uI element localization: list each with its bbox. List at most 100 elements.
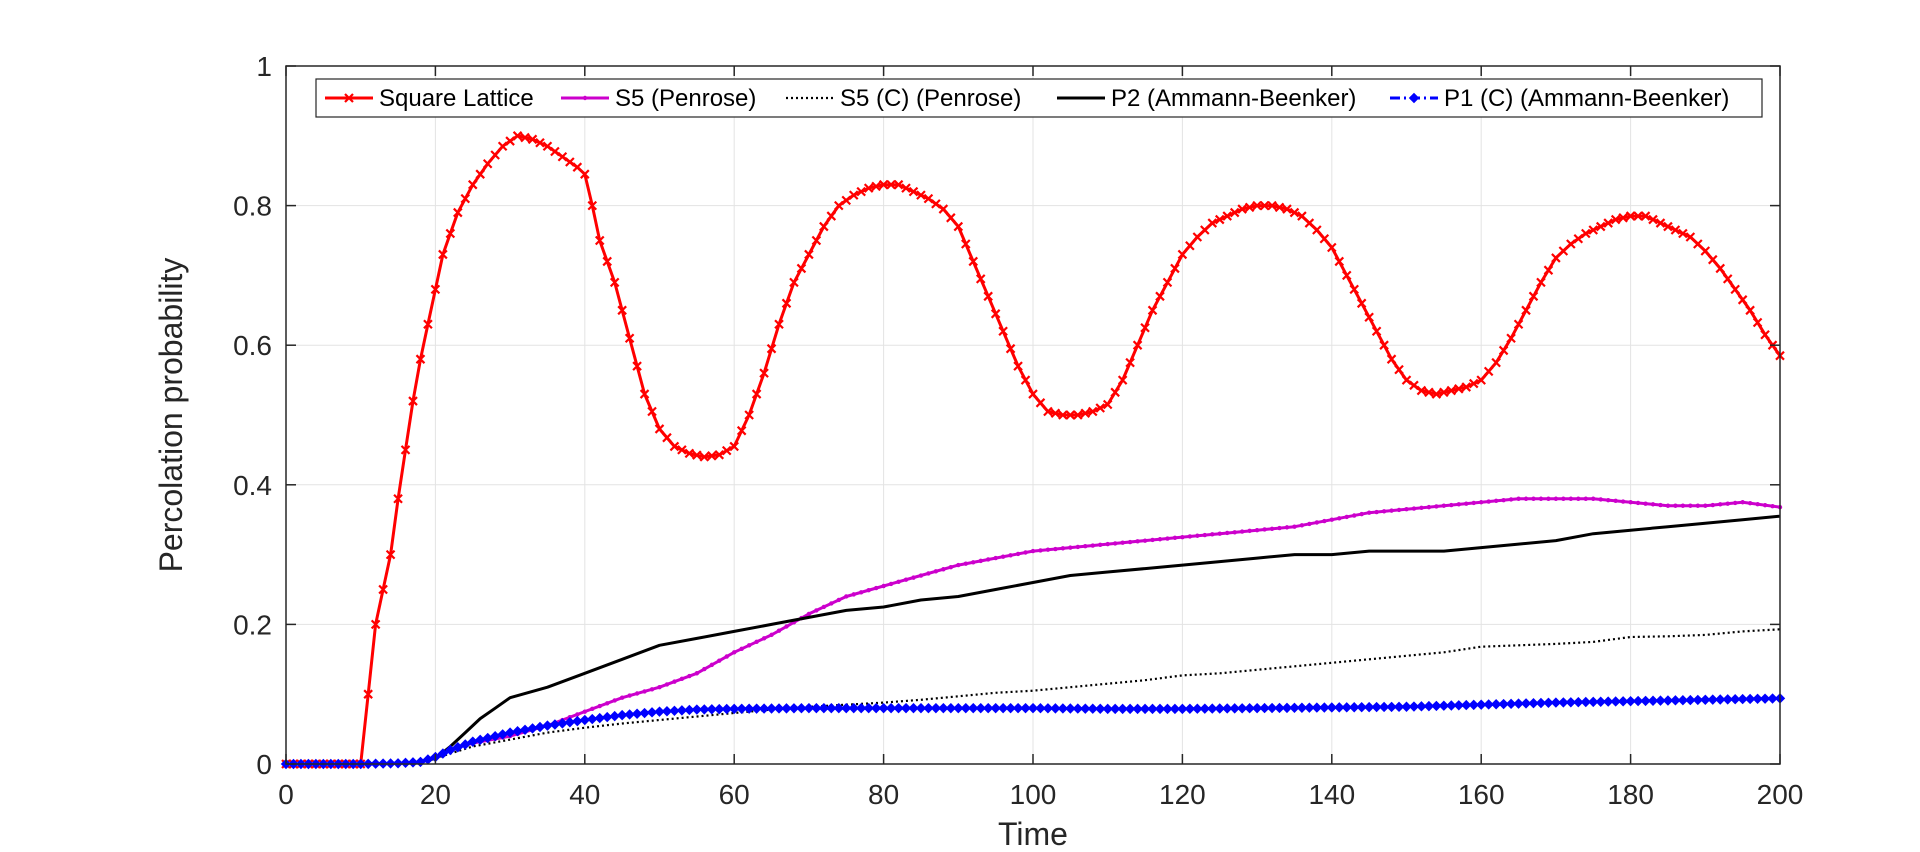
x-tick-label: 140 [1308,779,1355,810]
series-square-lattice-marker [692,450,702,460]
series-p1-c-ammann-beenker-marker [1132,703,1143,715]
series-s5-penrose-marker [866,587,871,593]
series-square-lattice-marker [1364,312,1374,323]
series-p1-c-ammann-beenker-marker [654,706,665,717]
series-p1-c-ammann-beenker-marker [721,703,732,715]
series-s5-penrose-marker [1628,500,1633,505]
series-p1-c-ammann-beenker-marker [1580,696,1591,708]
series-s5-penrose-marker [1770,503,1775,509]
series-p1-c-ammann-beenker-marker [616,709,628,721]
series-s5-penrose-marker [1157,537,1163,542]
series-s5-penrose-marker [1030,548,1036,554]
series-p1-c-ammann-beenker-marker [923,702,934,714]
series-square-lattice-marker [1446,385,1457,396]
series-s5-penrose-marker [1120,540,1125,545]
series-s5-penrose-marker [1471,500,1476,506]
series-p1-c-ammann-beenker-marker [818,702,830,714]
series-s5-penrose-marker [1695,503,1701,508]
series-s5-penrose-marker [1531,496,1536,501]
series-square-lattice-marker [1543,265,1554,275]
series-s5-penrose-marker [1710,502,1715,508]
series-square-lattice-marker [736,425,747,436]
series-square-lattice-marker [453,207,463,218]
series-square-lattice-marker [1700,246,1711,256]
series-p1-c-ammann-beenker-marker [1393,701,1405,713]
series-square-lattice-marker [744,410,754,420]
series-p1-c-ammann-beenker-marker [773,703,785,714]
series-p1-c-ammann-beenker-marker [1558,697,1569,708]
series-square-lattice-marker [1379,340,1389,350]
series-square-lattice-marker [1035,398,1046,408]
series-s5-penrose-marker [926,571,931,576]
series-s5-penrose-marker [754,639,759,645]
series-p1-c-ammann-beenker-marker [826,702,837,714]
series-square-lattice-marker [871,181,881,192]
series-square-lattice-marker [1102,399,1113,410]
series-square-lattice-marker [714,450,725,460]
series-square-lattice-marker [609,277,620,288]
series-square-lattice-marker [1730,284,1740,295]
series-square-lattice-marker [1117,375,1128,385]
series-square-lattice-marker [1498,345,1509,356]
series-p1-c-ammann-beenker-marker [1446,700,1457,711]
series-p1-c-ammann-beenker-marker [1692,694,1704,706]
series-s5-penrose-marker [844,594,849,599]
series-p1-c-ammann-beenker-marker [1334,702,1345,713]
series-square-lattice-marker [1058,410,1068,420]
series-p1-c-ammann-beenker-marker [1655,695,1666,706]
x-tick-label: 60 [719,779,750,810]
series-square-lattice-marker [1319,233,1330,244]
series-square-lattice-marker [1513,319,1524,330]
series-square-lattice-marker [654,424,665,434]
series-p1-c-ammann-beenker-marker [437,748,449,759]
series-s5-penrose-marker [1464,501,1469,506]
series-p1-c-ammann-beenker-marker [915,702,927,714]
series-p1-c-ammann-beenker-marker [1617,696,1629,707]
series-s5-penrose-marker [1516,496,1521,501]
series-square-lattice-marker [1416,385,1427,396]
series-p1-c-ammann-beenker-marker [736,703,747,714]
series-square-lattice-marker [1386,354,1397,364]
series-square-lattice-marker [834,200,844,211]
series-s5-penrose-marker [1404,507,1409,512]
x-tick-label: 0 [278,779,294,810]
series-s5-penrose-marker [941,567,946,572]
series-p1-c-ammann-beenker-marker [1752,693,1763,705]
series-s5-penrose-marker [1366,510,1372,515]
series-p1-c-ammann-beenker-marker [1244,703,1255,714]
series-p1-c-ammann-beenker-marker [1610,696,1621,707]
series-square-lattice-marker [1005,343,1016,354]
series-square-lattice-marker [1461,382,1472,392]
series-square-lattice-marker [1080,408,1091,419]
series-s5-penrose-marker [1381,509,1387,514]
series-p1-c-ammann-beenker-marker [833,702,844,714]
series-p1-c-ammann-beenker-marker [1468,699,1479,711]
series-s5-penrose-marker [1441,503,1447,508]
series-square-lattice-marker [1394,364,1404,375]
series-square-lattice-marker [1304,218,1315,228]
series-s5-penrose-marker [1337,516,1342,521]
series-s5-penrose-marker [612,698,617,703]
series-s5-penrose-marker [1045,547,1051,552]
series-s5-penrose-marker [1635,500,1641,506]
series-p1-c-ammann-beenker-marker [1326,702,1338,713]
legend-swatch-marker [1408,92,1420,104]
series-square-lattice-marker [938,204,949,214]
series-s5-penrose-marker [1172,535,1178,541]
series-p1-c-ammann-beenker-marker [1595,696,1606,707]
x-tick-label: 200 [1757,779,1804,810]
series-square-lattice-marker [1633,211,1643,221]
legend-label: P1 (C) (Ammann-Beenker) [1444,85,1729,112]
series-s5-penrose-marker [664,682,670,687]
series-square-lattice-marker [1125,357,1135,368]
series-s5-penrose-marker [1449,502,1454,508]
series-p1-c-ammann-beenker-marker [1184,703,1196,714]
x-axis-label: Time [998,816,1068,852]
series-p1-c-ammann-beenker-marker [1767,693,1778,704]
series-p1-c-ammann-beenker-marker [885,702,897,714]
legend-entry-p1-c-ammann-beenker: P1 (C) (Ammann-Beenker) [1390,85,1729,112]
series-square-lattice-marker [505,136,515,146]
series-s5-penrose-marker [739,646,744,652]
series-p1-c-ammann-beenker-marker [781,703,792,714]
series-square-lattice-marker [1566,239,1576,249]
